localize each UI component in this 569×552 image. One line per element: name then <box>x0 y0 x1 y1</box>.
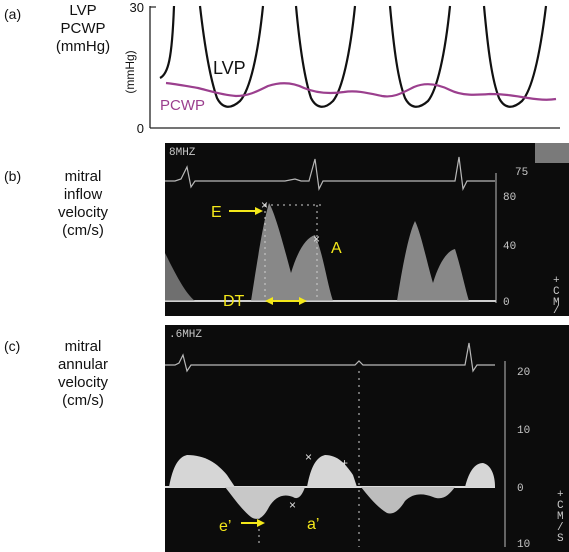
echo-c-tick-10: 10 <box>517 425 530 437</box>
echo-c-tissue-envelope <box>465 463 495 487</box>
mitral-inflow-echo: 8MHZ 75 80 40 0 + C M / E × × A DT <box>165 143 569 316</box>
panel-c-label-line: annular <box>57 356 109 373</box>
echo-c-side-char: M <box>557 511 564 523</box>
echo-c-tick-0: 0 <box>517 483 524 495</box>
echo-c-ecg-line <box>165 342 495 373</box>
echo-b-annotation-dt: DT <box>223 293 245 310</box>
echo-b-tick-80: 80 <box>503 192 516 204</box>
echo-b-tick-0: 0 <box>503 297 510 309</box>
echo-c-tissue-envelope <box>225 487 305 519</box>
mitral-annular-echo: .6MHZ 20 10 0 10 + C M / S × + e’ × <box>165 325 569 552</box>
echo-c-side-char: + <box>557 489 564 501</box>
pressure-tick-label-top: 30 <box>130 0 144 15</box>
echo-c-side-char: / <box>557 522 564 534</box>
lvp-series-label: LVP <box>213 58 246 78</box>
pcwp-series-line <box>165 81 557 101</box>
echo-c-tissue-envelope <box>307 455 357 487</box>
echo-c-tissue-envelope <box>169 455 235 487</box>
panel-a-label: LVP PCWP (mmHg) <box>38 2 128 56</box>
echo-b-header: 8MHZ <box>169 147 196 159</box>
echo-c-side-text: + C M / S <box>557 489 564 545</box>
echo-corner-block <box>535 143 569 163</box>
panel-a-label-line: PCWP <box>60 20 106 37</box>
echo-b-side-char: + <box>553 275 560 287</box>
echo-b-arrowhead-dt-right <box>299 297 307 305</box>
echo-c-arrowhead-e-prime <box>257 519 265 527</box>
echo-b-annotation-e: E <box>211 204 222 221</box>
lvp-series-line <box>159 5 548 108</box>
pressure-plot: 30 0 (mmHg) LVP PCWP <box>123 0 560 136</box>
echo-c-annotation-a-prime: a’ <box>307 516 319 533</box>
panel-a-label-line: LVP <box>69 2 97 19</box>
panel-c-label: mitral annular velocity (cm/s) <box>38 338 128 410</box>
panel-c-label-line: (cm/s) <box>62 392 104 409</box>
echo-c-header: .6MHZ <box>169 329 202 341</box>
panel-a-tag: (a) <box>4 6 22 22</box>
panel-b-label-line: (cm/s) <box>62 222 104 239</box>
mitral-inflow-echo-drawing: 8MHZ 75 80 40 0 + C M / E × × A DT <box>165 143 569 316</box>
echo-c-tick-neg10: 10 <box>517 539 530 551</box>
echo-b-flow-envelope <box>397 221 469 301</box>
echo-b-side-char: / <box>553 305 560 316</box>
pressure-tick-label-zero: 0 <box>137 121 144 136</box>
echo-b-annotation-a: A <box>331 240 342 257</box>
panel-c-label-line: mitral <box>64 338 102 355</box>
panel-b-label-line: mitral <box>64 168 102 185</box>
panel-c-tag: (c) <box>4 338 21 354</box>
echo-c-annotation-e-prime: e’ <box>219 518 231 535</box>
echo-b-side-char: C <box>553 286 560 298</box>
echo-c-cross: + <box>341 456 348 470</box>
echo-b-arrowhead-dt-left <box>265 297 273 305</box>
echo-b-flow-envelope <box>165 253 195 301</box>
echo-c-tick-20: 20 <box>517 367 530 379</box>
panel-b-tag: (b) <box>4 168 22 184</box>
panel-b-label-line: inflow <box>63 186 103 203</box>
panel-c-label-line: velocity <box>57 374 109 391</box>
echo-b-cross-a: × <box>313 232 320 246</box>
echo-c-cross: × <box>305 450 312 464</box>
echo-c-tissue-envelope <box>361 487 455 514</box>
echo-b-tick-40: 40 <box>503 241 516 253</box>
panel-b-label: mitral inflow velocity (cm/s) <box>38 168 128 240</box>
mitral-annular-echo-drawing: .6MHZ 20 10 0 10 + C M / S × + e’ × <box>165 329 564 551</box>
panel-a-label-line: (mmHg) <box>55 38 111 55</box>
echo-b-scale-top: 75 <box>515 167 528 179</box>
echo-b-flow-envelope <box>251 203 333 301</box>
echo-c-cross-a-prime: × <box>289 498 296 512</box>
echo-b-arrowhead-e <box>255 207 263 215</box>
pressure-y-unit: (mmHg) <box>123 50 137 93</box>
echo-c-side-char: C <box>557 500 564 512</box>
panel-b-label-line: velocity <box>57 204 109 221</box>
echo-b-side-char: M <box>553 297 560 309</box>
echo-b-ecg-line <box>165 156 495 192</box>
echo-b-side-text: + C M / <box>553 275 560 316</box>
pcwp-series-label: PCWP <box>160 97 205 114</box>
echo-c-side-char: S <box>557 533 564 545</box>
echo-b-cross-e: × <box>261 198 268 212</box>
